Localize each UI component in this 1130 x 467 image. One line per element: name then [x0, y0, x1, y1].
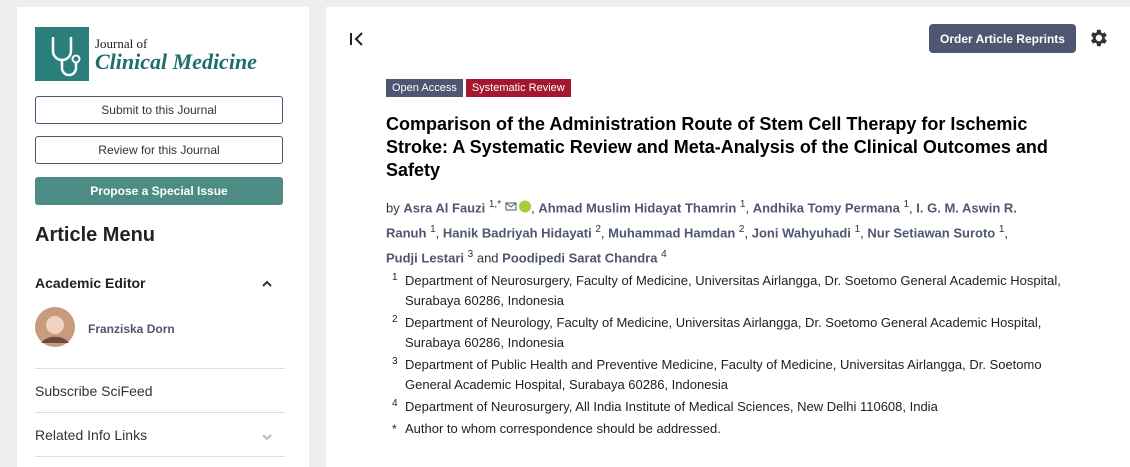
- author-separator: ,: [1004, 225, 1009, 241]
- article-title: Comparison of the Administration Route o…: [386, 114, 1048, 180]
- divider: [35, 368, 285, 369]
- affiliations: 1 Department of Neurosurgery, Faculty of …: [386, 271, 1066, 441]
- affiliation: 2 Department of Neurology, Faculty of Med…: [386, 313, 1066, 353]
- author-affiliation: 3: [467, 248, 474, 260]
- affiliation: 1 Department of Neurosurgery, Faculty of …: [386, 271, 1066, 311]
- editor-name[interactable]: Franziska Dorn: [88, 322, 175, 336]
- author-name[interactable]: Pudji Lestari: [386, 250, 465, 266]
- collapse-icon[interactable]: [349, 31, 365, 47]
- author-affiliation: 1: [903, 199, 910, 210]
- badge: Open Access: [386, 79, 463, 97]
- author-name[interactable]: Andhika Tomy Permana: [752, 200, 900, 216]
- affiliation-text: Department of Neurology, Faculty of Medi…: [405, 315, 1042, 350]
- author-name[interactable]: Poodipedi Sarat Chandra: [502, 250, 658, 266]
- author-icons[interactable]: [505, 198, 532, 219]
- author-name[interactable]: Asra Al Fauzi: [403, 200, 486, 216]
- author-separator: ,: [744, 225, 749, 241]
- badge: Systematic Review: [465, 79, 571, 97]
- avatar[interactable]: [35, 307, 75, 347]
- divider: [35, 456, 285, 457]
- author-separator: ,: [860, 225, 864, 241]
- affiliation-number: 3: [392, 356, 398, 367]
- author-affiliation: 1,*: [488, 199, 502, 210]
- author-separator: ,: [909, 200, 913, 216]
- author-separator: ,: [435, 225, 440, 241]
- author-name[interactable]: I. G. M. Aswin R. Ranuh: [386, 200, 1017, 241]
- reprints-button[interactable]: Order Article Reprints: [929, 24, 1076, 53]
- sidebar-button[interactable]: Review for this Journal: [35, 136, 283, 164]
- authors: by Asra Al Fauzi 1,*, Ahmad Muslim Hiday…: [386, 194, 1026, 268]
- sidebar-button[interactable]: Propose a Special Issue: [35, 177, 283, 205]
- affiliation-number: 2: [392, 314, 398, 325]
- divider: [35, 412, 285, 413]
- author-affiliation: 1: [854, 224, 861, 236]
- journal-line2: Clinical Medicine: [95, 49, 257, 74]
- journal-line1: Journal of: [95, 36, 148, 51]
- correspondence-note: * Author to whom correspondence should be…: [386, 419, 1066, 439]
- author-separator: ,: [600, 225, 605, 241]
- note-text: Author to whom correspondence should be …: [405, 421, 721, 436]
- author-separator: ,: [531, 200, 535, 216]
- author-affiliation: 2: [738, 224, 745, 236]
- author-name[interactable]: Hanik Badriyah Hidayati: [442, 225, 592, 241]
- author-affiliation: 1: [430, 224, 436, 236]
- contact-icons[interactable]: [505, 200, 532, 213]
- author-name[interactable]: Nur Setiawan Suroto: [867, 225, 996, 241]
- sidebar-link[interactable]: Related Info Links: [35, 427, 148, 443]
- settings-icon[interactable]: [1087, 27, 1109, 49]
- main-panel: Order Article Reprints Open Access System…: [326, 7, 1130, 467]
- affiliation-text: Department of Public Health and Preventi…: [405, 357, 1042, 392]
- menu-title: Article Menu: [35, 224, 156, 246]
- by-label: by: [386, 200, 400, 216]
- author-separator: ,: [745, 200, 750, 216]
- author-name[interactable]: Ahmad Muslim Hidayat Thamrin: [538, 200, 737, 216]
- chevron-up[interactable]: [261, 279, 273, 289]
- journal-logo[interactable]: [35, 27, 89, 81]
- section-title[interactable]: Academic Editor: [35, 275, 146, 291]
- author-name[interactable]: Joni Wahyuhadi: [751, 225, 851, 241]
- sidebar-link[interactable]: Subscribe SciFeed: [35, 383, 153, 399]
- sidebar-button[interactable]: Submit to this Journal: [35, 96, 283, 124]
- sidebar: Journal of Clinical Medicine Submit to t…: [17, 7, 309, 467]
- chevron-down[interactable]: [261, 432, 273, 442]
- author-affiliation: 4: [661, 248, 667, 260]
- affiliation-text: Department of Neurosurgery, Faculty of M…: [405, 273, 1061, 308]
- badges: Open Access Systematic Review: [386, 78, 574, 97]
- author-affiliation: 2: [595, 224, 601, 236]
- author-separator: and: [476, 250, 499, 266]
- affiliation: 4 Department of Neurosurgery, All India I…: [386, 397, 1066, 417]
- affiliation: 3 Department of Public Health and Prevent…: [386, 355, 1066, 395]
- author-name[interactable]: Muhammad Hamdan: [608, 225, 736, 241]
- affiliation-number: 4: [392, 398, 398, 409]
- author-affiliation: 1: [998, 224, 1005, 236]
- note-mark: *: [392, 422, 397, 436]
- affiliation-number: 1: [392, 272, 398, 283]
- affiliation-text: Department of Neurosurgery, All India In…: [405, 399, 938, 414]
- author-affiliation: 1: [739, 199, 746, 210]
